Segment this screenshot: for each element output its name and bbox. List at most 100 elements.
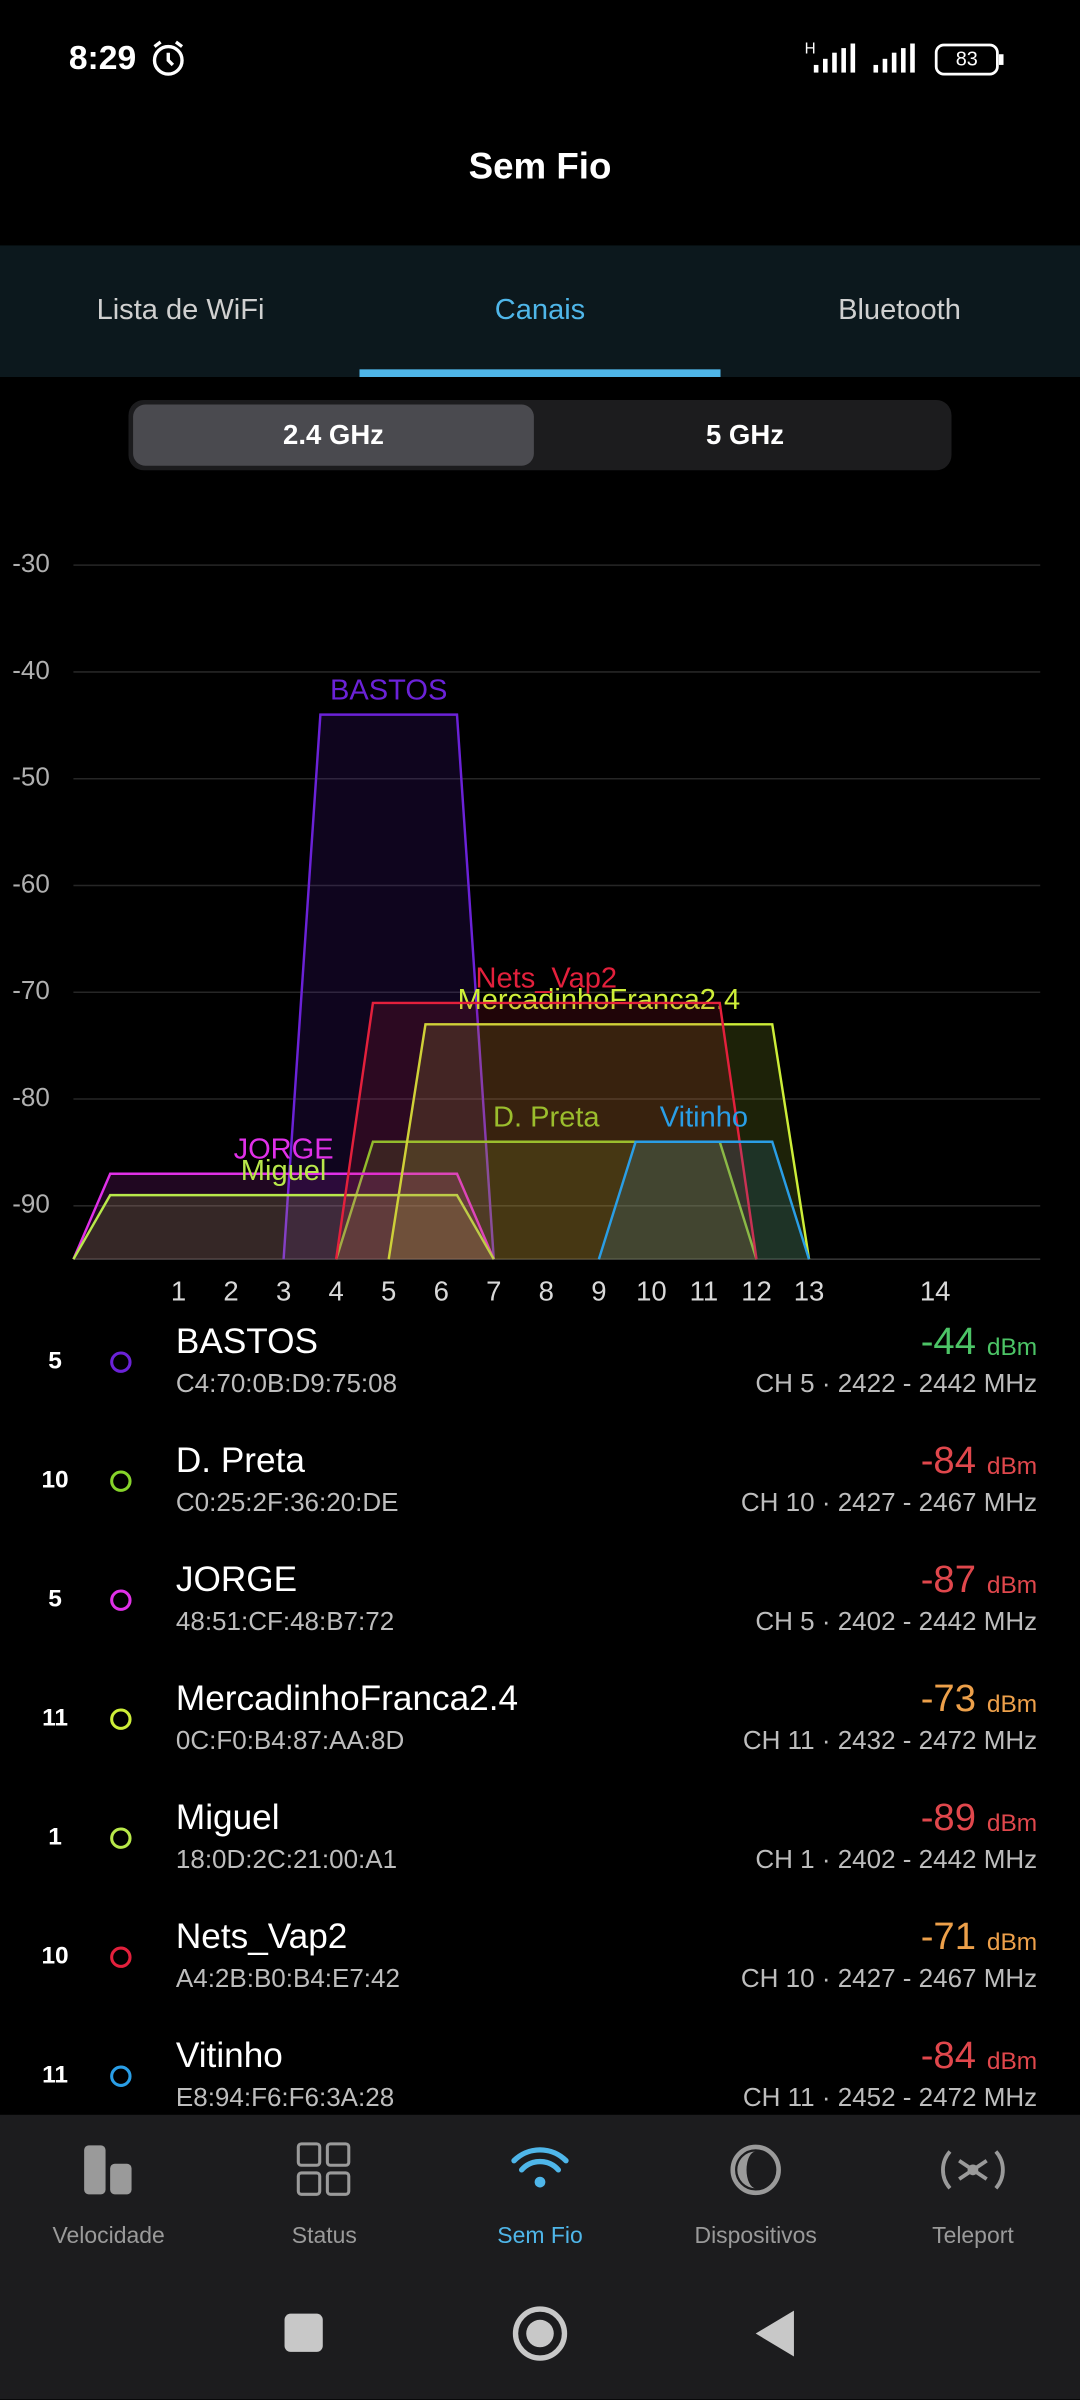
channel-number: 1 bbox=[48, 1824, 62, 1851]
nav-item[interactable]: Dispositivos bbox=[695, 2144, 817, 2248]
tab[interactable]: Canais bbox=[495, 294, 585, 326]
x-tick-label: 8 bbox=[539, 1276, 554, 1307]
network-signal bbox=[387, 1023, 811, 1260]
channel-number: 11 bbox=[42, 1705, 68, 1732]
nav-item[interactable]: Teleport bbox=[932, 2150, 1014, 2249]
bssid: 18:0D:2C:21:00:A1 bbox=[176, 1844, 397, 1874]
bssid: 48:51:CF:48:B7:72 bbox=[176, 1606, 394, 1636]
bssid: C4:70:0B:D9:75:08 bbox=[176, 1368, 397, 1398]
signal-unit: dBm bbox=[987, 1572, 1037, 1599]
network-label: Nets_Vap2 bbox=[476, 963, 618, 995]
signal-value: -89 bbox=[921, 1796, 976, 1839]
icon bbox=[296, 2171, 322, 2196]
network-dot bbox=[110, 2065, 132, 2087]
x-tick-label: 5 bbox=[381, 1276, 396, 1307]
network-signal bbox=[334, 1140, 758, 1260]
icon bbox=[534, 2176, 546, 2188]
home-button[interactable] bbox=[512, 2306, 568, 2361]
network-row[interactable]: 1 Miguel 18:0D:2C:21:00:A1 -89 dBm CH 1 · 240… bbox=[48, 1796, 1037, 1874]
icon bbox=[296, 2142, 322, 2167]
network-row[interactable]: 5 JORGE 48:51:CF:48:B7:72 -87 dBm CH 5 · 2402… bbox=[48, 1558, 1037, 1636]
network-label: D. Preta bbox=[493, 1101, 600, 1133]
nav-item[interactable]: Status bbox=[292, 2142, 357, 2248]
network-label: Vitinho bbox=[660, 1101, 748, 1133]
icon bbox=[511, 2147, 569, 2173]
page-title: Sem Fio bbox=[469, 146, 612, 187]
network-signal bbox=[72, 1193, 495, 1260]
x-tick-label: 13 bbox=[794, 1276, 825, 1307]
band-info: CH 10 · 2427 - 2467 MHz bbox=[741, 1963, 1037, 1993]
signal-value: -84 bbox=[921, 1439, 976, 1482]
signal-value: -73 bbox=[921, 1677, 976, 1720]
y-tick-label: -80 bbox=[12, 1082, 50, 1112]
network-signal bbox=[282, 713, 495, 1260]
bssid: E8:94:F6:F6:3A:28 bbox=[176, 2082, 394, 2112]
signal-value: -84 bbox=[921, 2034, 976, 2077]
network-row[interactable]: 11 Vitinho E8:94:F6:F6:3A:28 -84 dBm CH 11 · … bbox=[42, 2034, 1037, 2112]
network-row[interactable]: 11 MercadinhoFranca2.4 0C:F0:B4:87:AA:8D -7… bbox=[42, 1677, 1037, 1755]
channel-number: 10 bbox=[41, 1467, 68, 1494]
network-label: Miguel bbox=[241, 1155, 327, 1187]
alarm-icon bbox=[152, 40, 184, 76]
signal-unit: dBm bbox=[987, 1929, 1037, 1956]
x-tick-label: 12 bbox=[741, 1276, 772, 1307]
toggle-selected bbox=[133, 404, 534, 466]
toggle-option[interactable]: 5 GHz bbox=[706, 419, 784, 450]
battery-level: 83 bbox=[956, 49, 978, 71]
x-tick-label: 6 bbox=[434, 1276, 449, 1307]
icon bbox=[737, 2151, 756, 2189]
x-tick-label: 9 bbox=[591, 1276, 606, 1307]
nav-label: Velocidade bbox=[52, 2222, 164, 2248]
network-dot bbox=[110, 1470, 132, 1492]
signal-unit: dBm bbox=[987, 1691, 1037, 1718]
network-label: BASTOS bbox=[330, 674, 447, 706]
network-name: Nets_Vap2 bbox=[176, 1917, 347, 1956]
back-button[interactable] bbox=[755, 2310, 794, 2357]
network-row[interactable]: 10 Nets_Vap2 A4:2B:B0:B4:E7:42 -71 dBm CH 10 … bbox=[41, 1915, 1037, 1993]
clock: 8:29 bbox=[69, 40, 136, 77]
network-row[interactable]: 10 D. Preta C0:25:2F:36:20:DE -84 dBm CH 10 ·… bbox=[41, 1439, 1037, 1517]
nav-item[interactable]: Sem Fio bbox=[497, 2147, 583, 2248]
recents-button[interactable] bbox=[284, 2313, 323, 2352]
network-label: JORGE bbox=[234, 1134, 334, 1166]
network-name: Miguel bbox=[176, 1798, 280, 1837]
signal-value: -71 bbox=[921, 1915, 976, 1958]
icon bbox=[325, 2142, 351, 2167]
bssid: 0C:F0:B4:87:AA:8D bbox=[176, 1725, 404, 1755]
channel-number: 5 bbox=[48, 1348, 62, 1375]
signal-value: -87 bbox=[921, 1558, 976, 1601]
tab[interactable]: Lista de WiFi bbox=[97, 294, 265, 326]
signal-value: -44 bbox=[921, 1320, 976, 1363]
network-name: D. Preta bbox=[176, 1441, 305, 1480]
nav-label: Teleport bbox=[932, 2222, 1014, 2248]
tab[interactable]: Bluetooth bbox=[838, 294, 961, 326]
icon bbox=[84, 2145, 106, 2195]
band-info: CH 1 · 2402 - 2442 MHz bbox=[755, 1844, 1037, 1874]
channel-number: 10 bbox=[41, 1943, 68, 1970]
network-label: MercadinhoFranca2.4 bbox=[458, 984, 741, 1016]
icon bbox=[730, 2144, 781, 2196]
network-dot bbox=[110, 1827, 132, 1849]
nav-item[interactable]: Velocidade bbox=[52, 2145, 165, 2248]
nav-label: Status bbox=[292, 2222, 357, 2248]
tab-bar bbox=[0, 245, 1080, 377]
y-tick-label: -70 bbox=[12, 975, 50, 1005]
network-row[interactable]: 5 BASTOS C4:70:0B:D9:75:08 -44 dBm CH 5 · 242… bbox=[48, 1320, 1037, 1398]
network-name: MercadinhoFranca2.4 bbox=[176, 1679, 518, 1718]
network-dot bbox=[110, 1351, 132, 1373]
network-name: Vitinho bbox=[176, 2036, 283, 2075]
x-tick-label: 11 bbox=[690, 1276, 719, 1307]
nav-label: Dispositivos bbox=[695, 2222, 817, 2248]
band-info: CH 11 · 2452 - 2472 MHz bbox=[743, 2082, 1037, 2112]
y-tick-label: -90 bbox=[12, 1189, 50, 1219]
network-type: H bbox=[805, 41, 816, 58]
x-tick-label: 10 bbox=[636, 1276, 667, 1307]
signal-unit: dBm bbox=[987, 1334, 1037, 1361]
channel-number: 5 bbox=[48, 1586, 62, 1613]
band-info: CH 11 · 2432 - 2472 MHz bbox=[743, 1725, 1037, 1755]
battery-tip bbox=[998, 54, 1004, 65]
x-tick-label: 14 bbox=[920, 1276, 951, 1307]
toggle-option[interactable]: 2.4 GHz bbox=[283, 419, 384, 450]
